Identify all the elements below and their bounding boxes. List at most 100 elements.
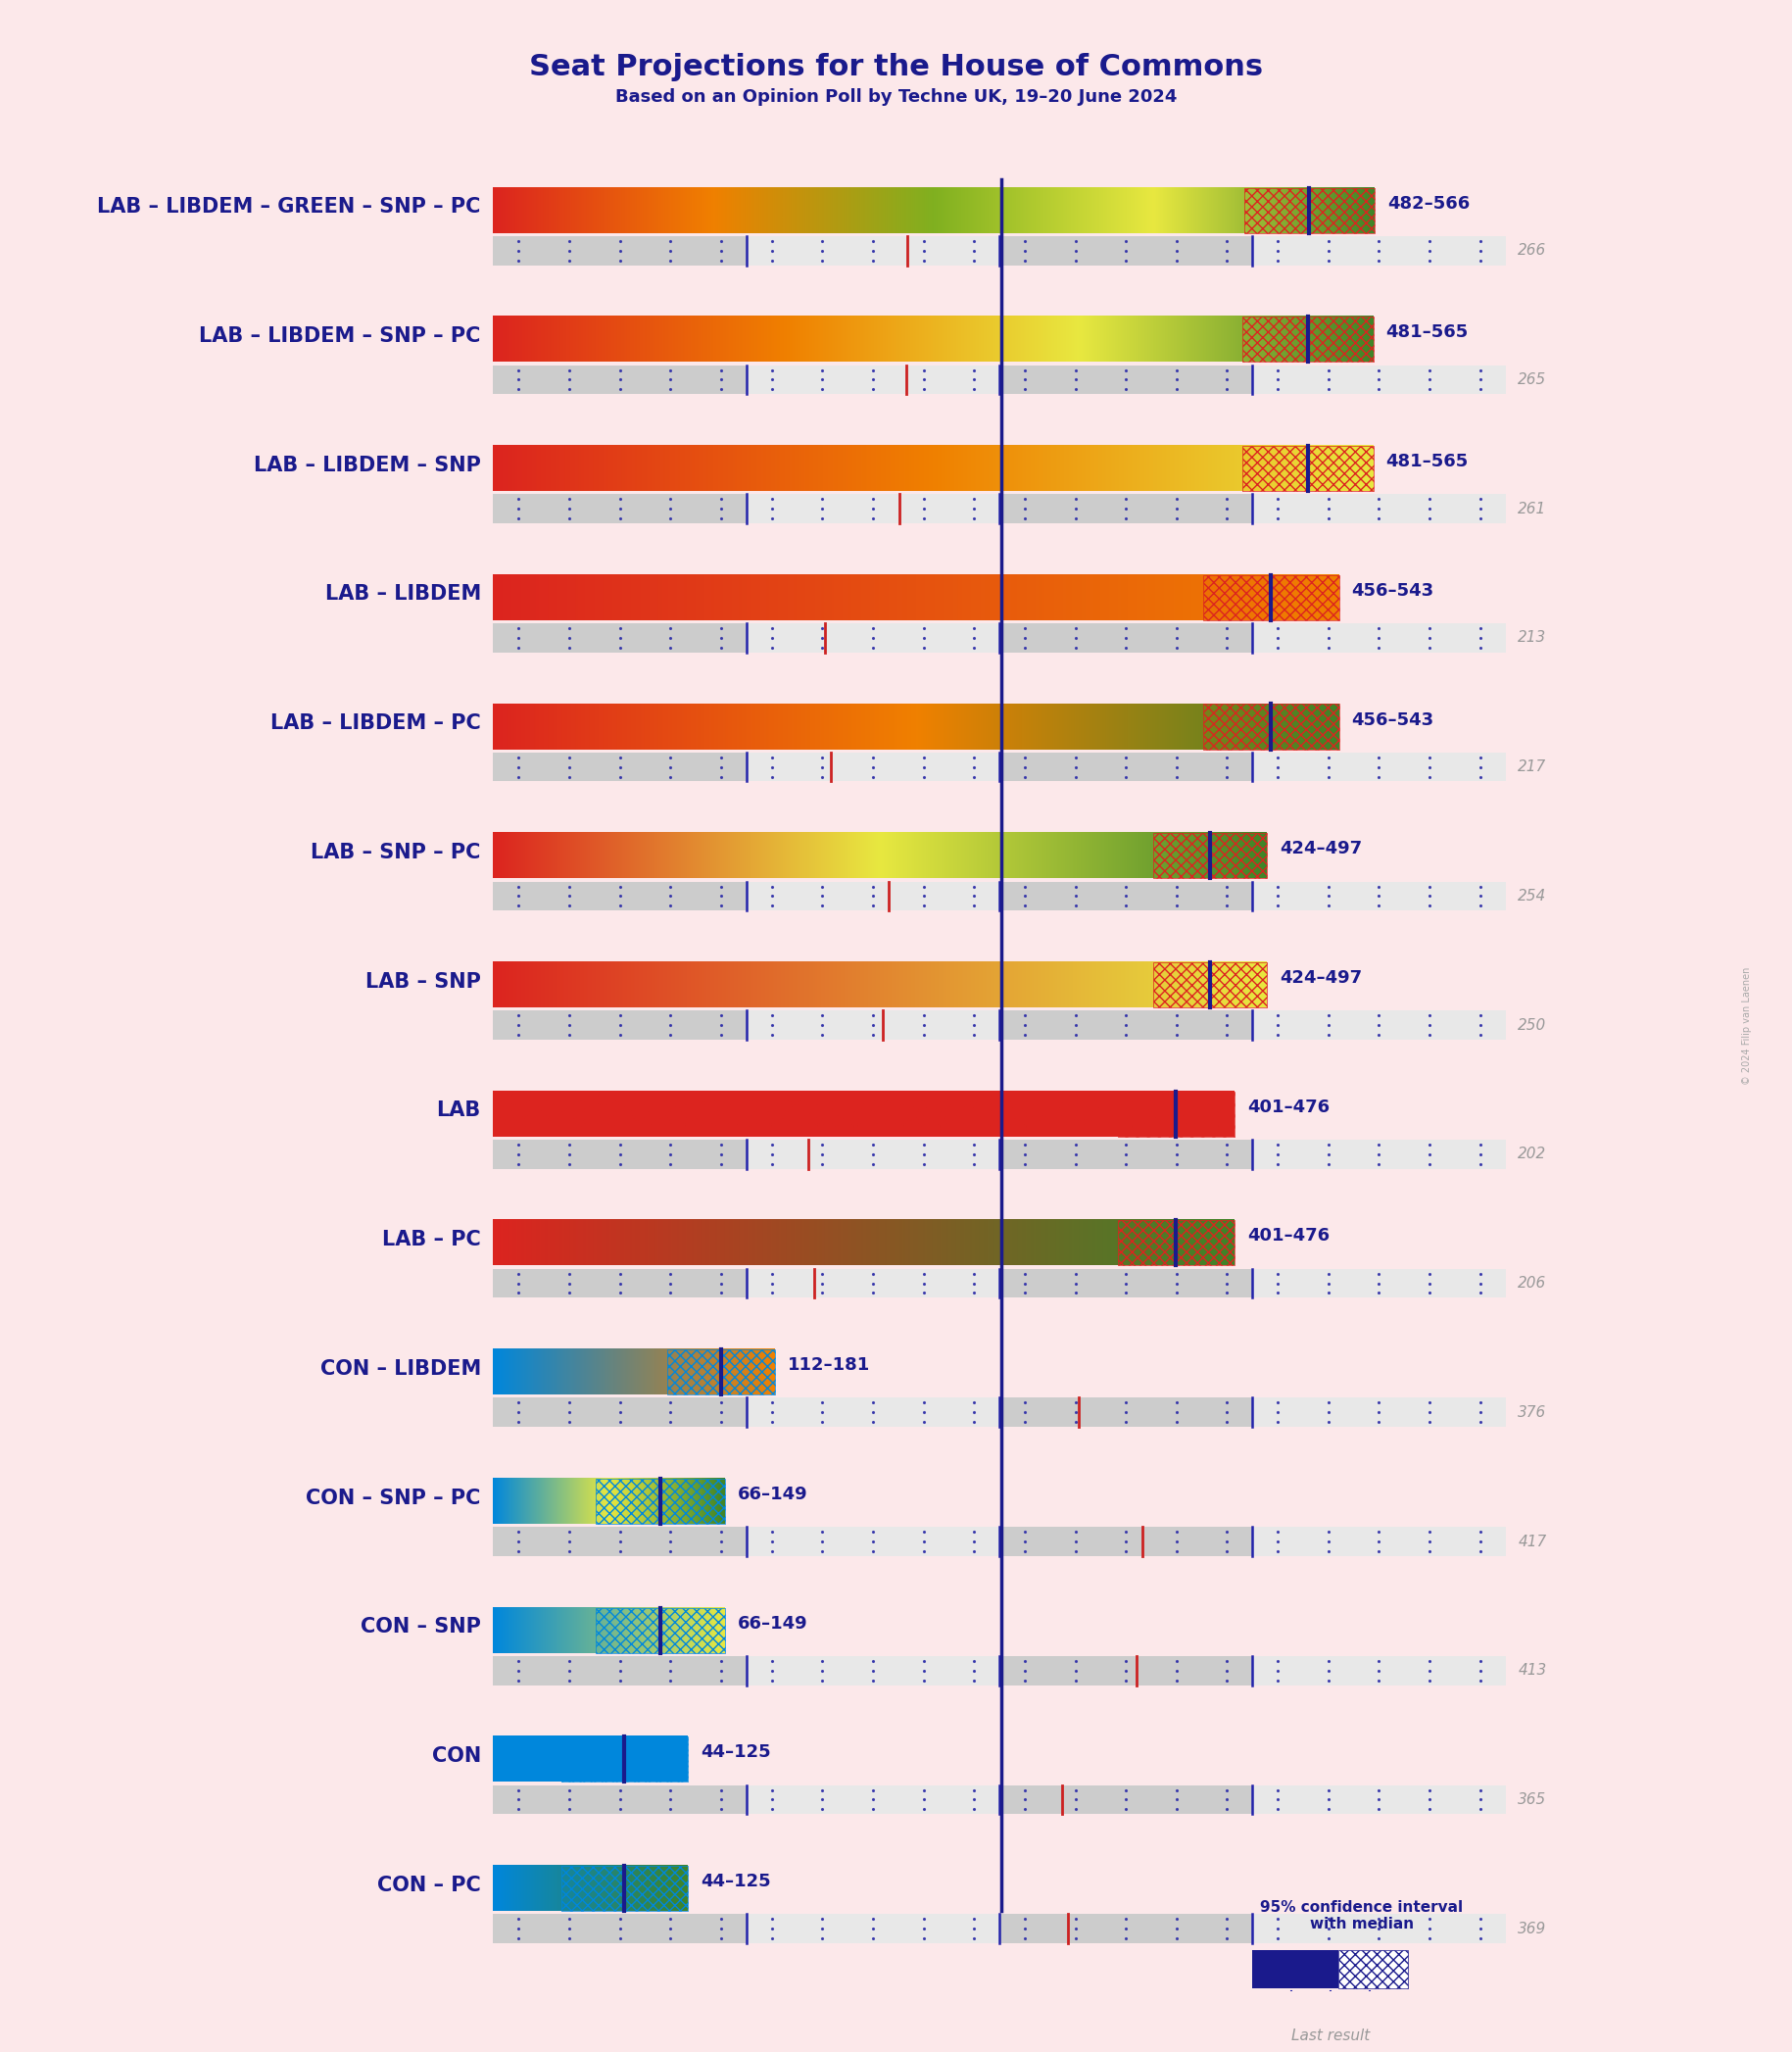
- Bar: [493, 495, 745, 523]
- Bar: [1253, 1915, 1505, 1943]
- Text: 424–497: 424–497: [1279, 839, 1362, 858]
- Bar: [563, 1865, 688, 1910]
- Bar: [493, 1268, 745, 1297]
- Bar: [1154, 833, 1267, 878]
- Text: LAB – PC: LAB – PC: [382, 1229, 480, 1250]
- Bar: [1242, 445, 1373, 490]
- Text: 202: 202: [1518, 1147, 1546, 1161]
- Text: LAB – SNP: LAB – SNP: [366, 973, 480, 991]
- Bar: [1000, 882, 1253, 911]
- Bar: [745, 365, 1000, 394]
- Bar: [1253, 882, 1505, 911]
- Bar: [1292, 1990, 1330, 2021]
- Text: 401–476: 401–476: [1247, 1098, 1330, 1116]
- Bar: [745, 1915, 1000, 1943]
- Text: 44–125: 44–125: [701, 1873, 771, 1890]
- Bar: [493, 882, 745, 911]
- Text: 261: 261: [1518, 501, 1546, 517]
- Text: CON – SNP – PC: CON – SNP – PC: [306, 1488, 480, 1508]
- Bar: [493, 1785, 745, 1814]
- Text: 265: 265: [1518, 371, 1546, 388]
- Text: 112–181: 112–181: [788, 1356, 871, 1375]
- Text: 417: 417: [1518, 1535, 1546, 1549]
- Bar: [1253, 365, 1505, 394]
- Text: © 2024 Filip van Laenen: © 2024 Filip van Laenen: [1742, 966, 1753, 1086]
- Bar: [1330, 1990, 1369, 2021]
- Bar: [745, 1527, 1000, 1555]
- Bar: [745, 753, 1000, 782]
- Bar: [1253, 1949, 1339, 1988]
- Bar: [745, 624, 1000, 653]
- Bar: [1339, 1949, 1409, 1988]
- Bar: [493, 624, 745, 653]
- Text: LAB – SNP – PC: LAB – SNP – PC: [312, 843, 480, 862]
- Text: LAB: LAB: [437, 1100, 480, 1120]
- Bar: [745, 1397, 1000, 1426]
- Bar: [1253, 1656, 1505, 1685]
- Text: 254: 254: [1518, 889, 1546, 903]
- Text: 413: 413: [1518, 1664, 1546, 1679]
- Text: 66–149: 66–149: [738, 1615, 808, 1631]
- Bar: [1253, 1527, 1505, 1555]
- Bar: [1118, 1221, 1235, 1266]
- Bar: [1000, 1915, 1253, 1943]
- Text: 95% confidence interval
with median: 95% confidence interval with median: [1260, 1900, 1462, 1931]
- Bar: [1154, 962, 1267, 1008]
- Bar: [493, 1527, 745, 1555]
- Text: Based on an Opinion Poll by Techne UK, 19–20 June 2024: Based on an Opinion Poll by Techne UK, 1…: [615, 88, 1177, 107]
- Bar: [597, 1479, 726, 1525]
- Bar: [493, 1656, 745, 1685]
- Text: Last result: Last result: [1290, 2029, 1369, 2044]
- Bar: [1000, 365, 1253, 394]
- Text: 481–565: 481–565: [1385, 453, 1468, 470]
- Bar: [745, 495, 1000, 523]
- Bar: [745, 1139, 1000, 1170]
- Bar: [1253, 236, 1505, 265]
- Bar: [1000, 1397, 1253, 1426]
- Text: 66–149: 66–149: [738, 1486, 808, 1504]
- Bar: [493, 1139, 745, 1170]
- Text: 424–497: 424–497: [1279, 969, 1362, 987]
- Bar: [1244, 187, 1374, 232]
- Text: LAB – LIBDEM – SNP: LAB – LIBDEM – SNP: [254, 456, 480, 476]
- Bar: [1253, 1990, 1292, 2021]
- Text: CON: CON: [432, 1746, 480, 1767]
- Bar: [745, 882, 1000, 911]
- Text: 213: 213: [1518, 630, 1546, 644]
- Bar: [493, 1010, 745, 1040]
- Bar: [1000, 753, 1253, 782]
- Text: CON – SNP: CON – SNP: [360, 1617, 480, 1637]
- Text: LAB – LIBDEM – PC: LAB – LIBDEM – PC: [271, 714, 480, 733]
- Bar: [563, 1736, 688, 1781]
- Text: LAB – LIBDEM: LAB – LIBDEM: [324, 585, 480, 603]
- Text: Seat Projections for the House of Commons: Seat Projections for the House of Common…: [529, 53, 1263, 82]
- Bar: [1204, 704, 1339, 749]
- Text: 482–566: 482–566: [1387, 195, 1469, 211]
- Bar: [1253, 624, 1505, 653]
- Text: LAB – LIBDEM – SNP – PC: LAB – LIBDEM – SNP – PC: [199, 326, 480, 347]
- Bar: [597, 1607, 726, 1652]
- Bar: [1000, 1010, 1253, 1040]
- Bar: [745, 1656, 1000, 1685]
- Bar: [1000, 236, 1253, 265]
- Bar: [745, 1785, 1000, 1814]
- Bar: [1253, 495, 1505, 523]
- Text: CON – PC: CON – PC: [378, 1876, 480, 1894]
- Text: 217: 217: [1518, 759, 1546, 774]
- Text: 206: 206: [1518, 1276, 1546, 1291]
- Bar: [1253, 1010, 1505, 1040]
- Text: 266: 266: [1518, 244, 1546, 259]
- Bar: [493, 753, 745, 782]
- Bar: [1253, 1397, 1505, 1426]
- Text: 456–543: 456–543: [1351, 583, 1434, 599]
- Text: 365: 365: [1518, 1791, 1546, 1808]
- Bar: [1242, 316, 1373, 361]
- Bar: [493, 1915, 745, 1943]
- Bar: [1253, 753, 1505, 782]
- Text: 481–565: 481–565: [1385, 324, 1468, 341]
- Bar: [1000, 1268, 1253, 1297]
- Bar: [1000, 1785, 1253, 1814]
- Text: 44–125: 44–125: [701, 1744, 771, 1761]
- Bar: [745, 1268, 1000, 1297]
- Bar: [745, 236, 1000, 265]
